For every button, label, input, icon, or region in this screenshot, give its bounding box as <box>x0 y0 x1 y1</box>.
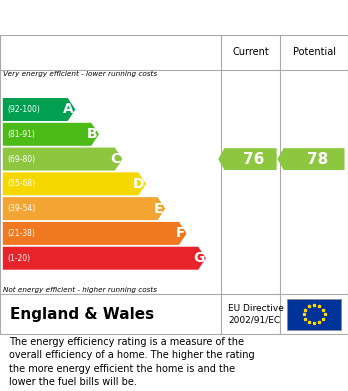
Text: (39-54): (39-54) <box>7 204 35 213</box>
Polygon shape <box>3 222 187 245</box>
Text: Very energy efficient - lower running costs: Very energy efficient - lower running co… <box>3 71 158 77</box>
Text: C: C <box>110 152 121 166</box>
Text: England & Wales: England & Wales <box>10 307 155 322</box>
Text: (21-38): (21-38) <box>7 229 35 238</box>
Polygon shape <box>218 148 277 170</box>
Text: Potential: Potential <box>293 47 335 57</box>
Text: A: A <box>63 102 74 117</box>
Polygon shape <box>277 148 345 170</box>
Text: G: G <box>193 251 204 265</box>
Text: 76: 76 <box>243 152 265 167</box>
Text: Energy Efficiency Rating: Energy Efficiency Rating <box>9 9 238 27</box>
Text: (1-20): (1-20) <box>7 254 30 263</box>
Text: (69-80): (69-80) <box>7 154 35 163</box>
Polygon shape <box>3 197 165 220</box>
Polygon shape <box>3 98 75 121</box>
Polygon shape <box>3 172 146 196</box>
Text: Current: Current <box>232 47 269 57</box>
Text: Not energy efficient - higher running costs: Not energy efficient - higher running co… <box>3 287 158 293</box>
Text: E: E <box>154 202 164 215</box>
Polygon shape <box>3 123 99 146</box>
Text: (55-68): (55-68) <box>7 179 35 188</box>
Polygon shape <box>3 247 206 270</box>
Text: (92-100): (92-100) <box>7 105 40 114</box>
Text: B: B <box>87 127 97 141</box>
Text: (81-91): (81-91) <box>7 130 35 139</box>
Bar <box>287 299 341 330</box>
Text: F: F <box>175 226 185 240</box>
Text: D: D <box>133 177 144 191</box>
Polygon shape <box>3 147 122 170</box>
Text: The energy efficiency rating is a measure of the
overall efficiency of a home. T: The energy efficiency rating is a measur… <box>9 337 254 387</box>
Text: 78: 78 <box>307 152 328 167</box>
Text: EU Directive
2002/91/EC: EU Directive 2002/91/EC <box>228 304 284 324</box>
